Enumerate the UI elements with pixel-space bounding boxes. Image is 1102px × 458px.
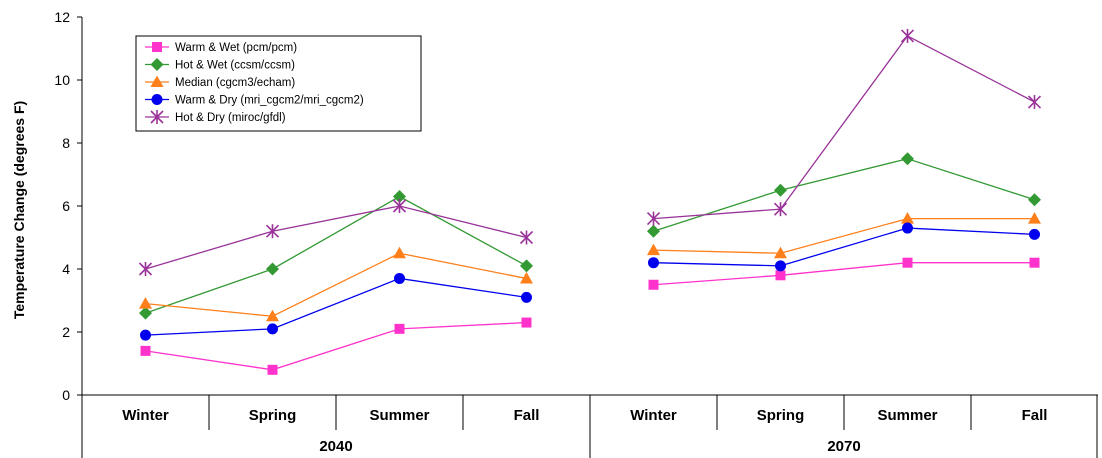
y-tick-label: 0 xyxy=(62,387,70,403)
data-point xyxy=(392,199,407,213)
data-point xyxy=(901,152,914,166)
legend: Warm & Wet (pcm/pcm) Hot & Wet (ccsm/ccsm… xyxy=(135,35,422,132)
series-line xyxy=(145,252,527,317)
data-point xyxy=(774,246,787,259)
data-point xyxy=(520,271,533,284)
data-point xyxy=(902,257,913,268)
x-category-label: Winter xyxy=(630,407,677,424)
legend-label: Hot & Wet (ccsm/ccsm) xyxy=(175,60,295,72)
series-line xyxy=(145,321,527,371)
y-tick-label: 10 xyxy=(54,72,70,88)
legend-item: Hot & Wet (ccsm/ccsm) xyxy=(145,58,295,72)
data-point xyxy=(900,28,915,43)
series-line xyxy=(145,195,527,314)
series-line xyxy=(653,262,1035,286)
y-tick-label: 8 xyxy=(62,135,70,151)
x-category-label: Fall xyxy=(514,407,540,424)
series-line xyxy=(653,35,1035,220)
series-line xyxy=(145,277,527,336)
legend-marker xyxy=(150,58,164,71)
data-point xyxy=(647,243,660,256)
data-point xyxy=(646,211,661,226)
legend-marker xyxy=(151,94,163,105)
y-tick-label: 2 xyxy=(62,324,70,340)
x-axis: Winter Spring Summer Fall 2040 Winter Spring Su… xyxy=(81,394,1098,458)
x-group-label: 2040 xyxy=(319,438,352,455)
data-point xyxy=(1029,228,1040,240)
data-point xyxy=(394,272,405,284)
data-point xyxy=(393,190,406,204)
data-point xyxy=(1027,95,1042,110)
data-point xyxy=(647,224,660,238)
x-category-label: Spring xyxy=(249,407,297,424)
series-line xyxy=(653,227,1035,267)
y-tick-label: 6 xyxy=(62,198,70,214)
x-group-label: 2070 xyxy=(827,438,860,455)
y-tick-label: 12 xyxy=(54,9,70,25)
series-2 xyxy=(139,152,1041,320)
x-category-label: Winter xyxy=(122,407,169,424)
data-point xyxy=(521,291,532,303)
data-point xyxy=(901,212,914,224)
data-point xyxy=(519,230,534,245)
legend-label: Median (cgcm3/echam) xyxy=(175,77,295,89)
x-category-label: Summer xyxy=(369,407,429,424)
series-5 xyxy=(138,28,1042,276)
legend-marker xyxy=(150,75,164,87)
data-point xyxy=(1028,212,1041,224)
data-point xyxy=(267,323,278,335)
data-point xyxy=(266,262,279,276)
data-point xyxy=(521,317,532,328)
data-point xyxy=(520,259,533,273)
y-tick-label: 4 xyxy=(62,261,70,277)
data-point xyxy=(394,323,405,334)
legend-marker xyxy=(152,42,162,52)
data-point xyxy=(267,364,278,375)
data-point xyxy=(773,202,788,217)
data-point xyxy=(140,329,151,341)
y-axis-title: Temperature Change (degrees F) xyxy=(11,101,27,319)
x-category-label: Spring xyxy=(757,407,805,424)
data-point xyxy=(775,270,786,281)
plot-series xyxy=(138,28,1042,375)
legend-label: Warm & Wet (pcm/pcm) xyxy=(175,42,297,54)
legend-item: Warm & Wet (pcm/pcm) xyxy=(145,42,297,54)
data-point xyxy=(139,306,152,320)
data-point xyxy=(266,309,279,322)
series-3 xyxy=(139,212,1041,322)
series-4 xyxy=(140,222,1040,341)
legend-item: Hot & Dry (miroc/gfdl) xyxy=(145,110,286,124)
legend-item: Median (cgcm3/echam) xyxy=(145,75,295,89)
data-point xyxy=(139,297,152,309)
series-line xyxy=(145,205,527,270)
legend-label: Hot & Dry (miroc/gfdl) xyxy=(175,112,286,124)
x-category-label: Fall xyxy=(1022,407,1048,424)
legend-label: Warm & Dry (mri_cgcm2/mri_cgcm2) xyxy=(175,95,364,107)
data-point xyxy=(393,246,406,259)
series-line xyxy=(653,158,1035,232)
data-point xyxy=(648,279,659,290)
series-line xyxy=(653,217,1035,254)
series-1 xyxy=(140,257,1040,375)
data-point xyxy=(1028,193,1041,207)
data-point xyxy=(775,260,786,272)
data-point xyxy=(648,257,659,269)
y-axis: 0 2 4 6 8 10 12 xyxy=(54,9,83,403)
data-point xyxy=(1029,257,1040,268)
data-point xyxy=(774,183,787,197)
data-point xyxy=(902,222,913,234)
legend-item: Warm & Dry (mri_cgcm2/mri_cgcm2) xyxy=(145,94,364,107)
legend-marker xyxy=(150,110,164,124)
x-category-label: Summer xyxy=(877,407,937,424)
data-point xyxy=(140,345,151,356)
data-point xyxy=(265,224,280,239)
legend-box xyxy=(135,35,422,132)
data-point xyxy=(138,262,153,276)
